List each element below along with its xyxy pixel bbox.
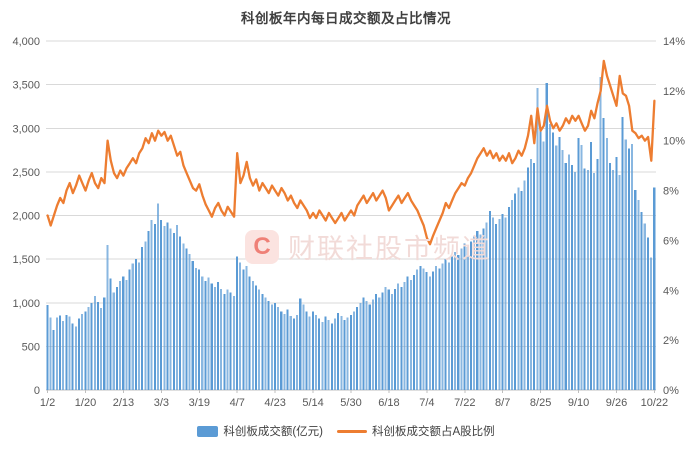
page-title: 科创板年内每日成交额及占比情况 bbox=[241, 11, 451, 26]
svg-text:4%: 4% bbox=[663, 285, 679, 297]
svg-text:500: 500 bbox=[22, 341, 40, 353]
svg-text:2%: 2% bbox=[663, 335, 679, 347]
svg-text:2/13: 2/13 bbox=[113, 397, 134, 409]
svg-text:1/2: 1/2 bbox=[40, 397, 55, 409]
svg-text:6%: 6% bbox=[663, 235, 679, 247]
svg-text:3/3: 3/3 bbox=[154, 397, 169, 409]
bar-series-swatch-icon bbox=[197, 425, 219, 437]
svg-text:12%: 12% bbox=[663, 86, 685, 98]
y-axis-left-labels: 4,000 3,500 3,000 2,500 2,000 1,500 1,000 500 0 bbox=[12, 36, 40, 397]
svg-text:10/22: 10/22 bbox=[641, 397, 669, 409]
svg-text:8/7: 8/7 bbox=[495, 397, 510, 409]
svg-text:0: 0 bbox=[34, 385, 40, 397]
svg-text:3/19: 3/19 bbox=[189, 397, 210, 409]
svg-text:0%: 0% bbox=[663, 385, 679, 397]
svg-text:4/7: 4/7 bbox=[230, 397, 245, 409]
svg-text:6/18: 6/18 bbox=[378, 397, 399, 409]
svg-text:2,000: 2,000 bbox=[12, 211, 40, 223]
svg-text:10%: 10% bbox=[663, 136, 685, 148]
legend-item-ratio: 科创板成交额占A股比例 bbox=[337, 423, 495, 439]
svg-text:14%: 14% bbox=[663, 36, 685, 48]
x-axis-labels: 1/2 1/20 2/13 3/3 3/19 4/7 4/23 5/14 5/30 6/18 7/4… bbox=[40, 390, 668, 409]
svg-text:8/25: 8/25 bbox=[530, 397, 551, 409]
svg-text:4,000: 4,000 bbox=[12, 36, 40, 48]
svg-text:5/30: 5/30 bbox=[340, 397, 361, 409]
svg-text:3,000: 3,000 bbox=[12, 123, 40, 135]
legend-label-ratio: 科创板成交额占A股比例 bbox=[372, 426, 495, 438]
svg-text:1,000: 1,000 bbox=[12, 298, 40, 310]
svg-text:1,500: 1,500 bbox=[12, 254, 40, 266]
svg-text:7/22: 7/22 bbox=[454, 397, 475, 409]
bars-volume-series bbox=[46, 76, 656, 391]
y-axis-right-labels: 14% 12% 10% 8% 6% 4% 2% 0% bbox=[663, 36, 685, 397]
line-series-swatch-icon bbox=[337, 429, 367, 433]
svg-text:3,500: 3,500 bbox=[12, 80, 40, 92]
svg-text:1/20: 1/20 bbox=[75, 397, 96, 409]
svg-text:8%: 8% bbox=[663, 186, 679, 198]
svg-text:9/10: 9/10 bbox=[568, 397, 589, 409]
svg-text:4/23: 4/23 bbox=[264, 397, 285, 409]
svg-text:5/14: 5/14 bbox=[302, 397, 323, 409]
legend-item-volume: 科创板成交额(亿元) bbox=[197, 423, 323, 439]
ratio-line-series bbox=[46, 59, 656, 246]
legend-label-volume: 科创板成交额(亿元) bbox=[223, 426, 323, 438]
svg-text:7/4: 7/4 bbox=[419, 397, 434, 409]
legend: 科创板成交额(亿元) 科创板成交额占A股比例 bbox=[0, 423, 692, 439]
svg-text:9/26: 9/26 bbox=[606, 397, 627, 409]
svg-text:2,500: 2,500 bbox=[12, 167, 40, 179]
